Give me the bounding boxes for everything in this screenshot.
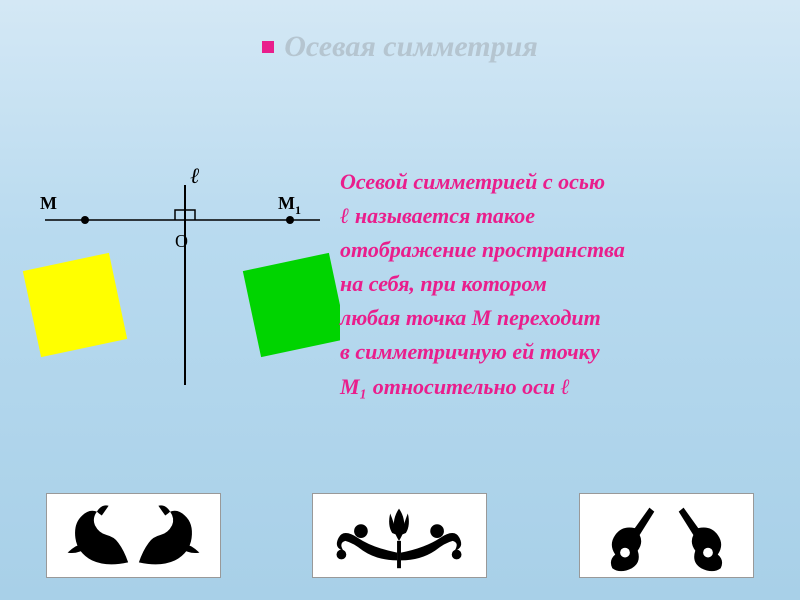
ornament-row: [0, 493, 800, 578]
definition-text: Осевой симметрией с осью ℓ называется та…: [340, 165, 785, 404]
guitars-icon: [580, 494, 753, 577]
label-axis-l: ℓ: [190, 165, 200, 188]
def-line-6: М₁ относительно оси ℓ: [340, 370, 785, 404]
def-line-0: Осевой симметрией с осью: [340, 165, 785, 199]
diagram-svg: M M1 ℓ O: [20, 165, 340, 405]
right-square: [243, 253, 340, 357]
point-m: [81, 216, 89, 224]
label-origin: O: [175, 231, 188, 251]
left-square: [23, 253, 127, 357]
label-m1: M1: [278, 193, 301, 217]
def-line-2: отображение пространства: [340, 233, 785, 267]
def-line-1: ℓ называется такое: [340, 199, 785, 233]
floral-icon: [313, 494, 486, 577]
swans-icon: [47, 494, 220, 577]
symmetry-diagram: M M1 ℓ O: [20, 165, 340, 405]
def-line-3: на себя, при котором: [340, 267, 785, 301]
def-line-4: любая точка М переходит: [340, 301, 785, 335]
ornament-swans: [46, 493, 221, 578]
ornament-guitars: [579, 493, 754, 578]
def-line-5: в симметричную ей точку: [340, 335, 785, 369]
ornament-floral: [312, 493, 487, 578]
bullet-icon: [262, 41, 274, 53]
point-m1: [286, 216, 294, 224]
label-m: M: [40, 193, 57, 213]
slide-title: Осевая симметрия: [0, 30, 800, 64]
title-text: Осевая симметрия: [284, 30, 538, 63]
